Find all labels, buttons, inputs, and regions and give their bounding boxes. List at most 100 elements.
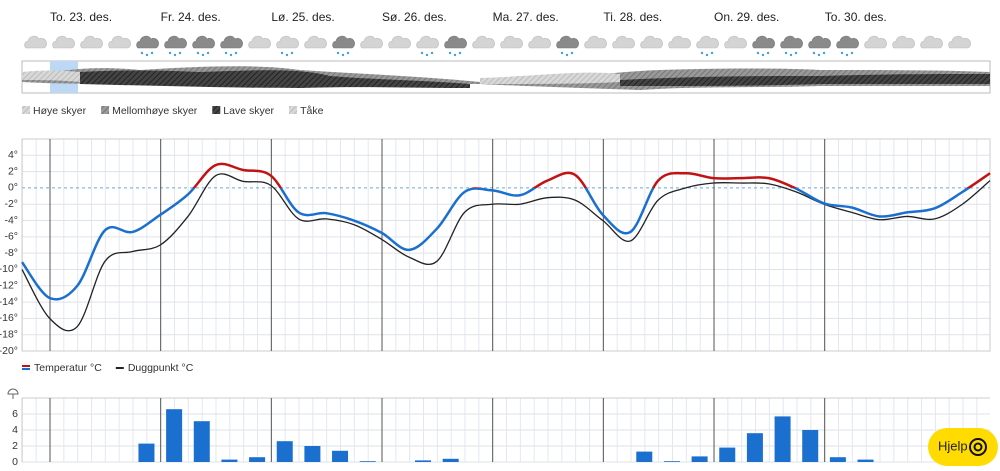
bar xyxy=(304,446,321,462)
cloud-legend: Høye skyer Mellomhøye skyer Lave skyer Tåke xyxy=(22,105,324,117)
cloud-icon xyxy=(276,35,299,49)
precip-dot xyxy=(458,51,462,55)
precip-dot xyxy=(229,53,233,57)
legend-label: Høye skyer xyxy=(33,105,87,117)
precip-dot xyxy=(766,51,770,55)
bar xyxy=(663,461,680,462)
help-icon[interactable] xyxy=(969,438,987,456)
precip-dot xyxy=(420,51,424,55)
help-icon-inner[interactable] xyxy=(973,442,983,452)
precip-dot xyxy=(705,53,709,57)
precip-dot xyxy=(850,51,854,55)
y-tick-label: -12° xyxy=(0,280,18,292)
cloud-icon xyxy=(108,35,131,49)
umbrella-icon xyxy=(7,388,19,399)
bar xyxy=(138,443,155,462)
precip-dot xyxy=(178,51,182,55)
cloud-icon xyxy=(248,35,271,49)
cloud-icon xyxy=(668,35,691,49)
cloud-band-low xyxy=(80,70,990,88)
day-label: To. 23. des. xyxy=(50,10,112,24)
cloud-band-high xyxy=(22,70,620,84)
cloud-icon xyxy=(192,35,215,49)
day-label: Fr. 24. des. xyxy=(161,10,221,24)
bar xyxy=(746,433,763,462)
precip-dot xyxy=(234,51,238,55)
precip-dot xyxy=(560,51,564,55)
precip-dot xyxy=(346,51,350,55)
cloud-icon xyxy=(948,35,971,49)
cloud-icon xyxy=(304,35,327,49)
precip-dot xyxy=(789,53,793,57)
bar xyxy=(719,447,736,462)
cloud-icon xyxy=(164,35,187,49)
precip-dot xyxy=(145,53,149,57)
day-label: Lø. 25. des. xyxy=(271,10,334,24)
legend-label: Tåke xyxy=(300,105,324,117)
day-label: Ti. 28. des. xyxy=(603,10,662,24)
precip-dot xyxy=(285,53,289,57)
cloud-icon xyxy=(752,35,775,49)
precip-dot xyxy=(700,51,704,55)
precip-dot xyxy=(761,53,765,57)
precip-dot xyxy=(794,51,798,55)
y-tick-label: -18° xyxy=(0,328,18,340)
y-tick-label: 0 xyxy=(12,456,18,468)
precip-dot xyxy=(822,51,826,55)
precip-dot xyxy=(201,53,205,57)
cloud-icon xyxy=(416,35,439,49)
cloud-icon xyxy=(360,35,383,49)
cloud-icon xyxy=(332,35,355,49)
y-tick-label: -8° xyxy=(4,247,18,259)
cloud-icon xyxy=(220,35,243,49)
y-tick-label: -16° xyxy=(0,312,18,324)
y-tick-label: 0° xyxy=(8,182,18,194)
precip-dot xyxy=(565,53,569,57)
help-label[interactable]: Hjelp xyxy=(938,438,968,453)
legend-swatch xyxy=(212,106,221,114)
bar xyxy=(691,456,708,462)
y-tick-label: 4 xyxy=(12,424,18,436)
legend-label: Temperatur °C xyxy=(34,362,102,374)
precip-dot xyxy=(290,51,294,55)
precip-dot xyxy=(206,51,210,55)
cloud-icon xyxy=(24,35,47,49)
bar xyxy=(249,457,266,462)
precip-dot xyxy=(140,51,144,55)
precip-dot xyxy=(812,51,816,55)
bar xyxy=(276,441,293,462)
bar xyxy=(802,430,819,462)
day-label: Sø. 26. des. xyxy=(382,10,447,24)
y-tick-label: 4° xyxy=(8,149,18,161)
legend-label: Lave skyer xyxy=(223,105,274,117)
cloud-icon xyxy=(80,35,103,49)
precip-dot xyxy=(341,53,345,57)
bar xyxy=(857,459,874,462)
help-button[interactable]: Hjelp xyxy=(928,428,998,466)
precip-dot xyxy=(570,51,574,55)
cloud-icon xyxy=(696,35,719,49)
help-button-bg[interactable] xyxy=(928,428,998,466)
cloud-icon xyxy=(388,35,411,49)
precip-dot xyxy=(817,53,821,57)
bar xyxy=(332,450,349,462)
precip-dot xyxy=(845,53,849,57)
cloud-icon xyxy=(528,35,551,49)
cloud-icon xyxy=(444,35,467,49)
weather-icons xyxy=(24,35,971,57)
legend-label: Duggpunkt °C xyxy=(128,362,194,374)
cloud-icon xyxy=(584,35,607,49)
precip-dot xyxy=(840,51,844,55)
cloud-icon xyxy=(892,35,915,49)
bar xyxy=(442,458,459,462)
precip-dot xyxy=(168,51,172,55)
bar xyxy=(221,459,238,462)
bar xyxy=(829,457,846,462)
day-label: Ma. 27. des. xyxy=(493,10,559,24)
cloud-icon xyxy=(780,35,803,49)
chart-area: 4° 2° 0° -2° -4° -6° -8° -10° -12° -14° -16° -18° -2… xyxy=(0,138,991,468)
precip-dot xyxy=(336,51,340,55)
precip-dot xyxy=(710,51,714,55)
precip-dot xyxy=(448,51,452,55)
